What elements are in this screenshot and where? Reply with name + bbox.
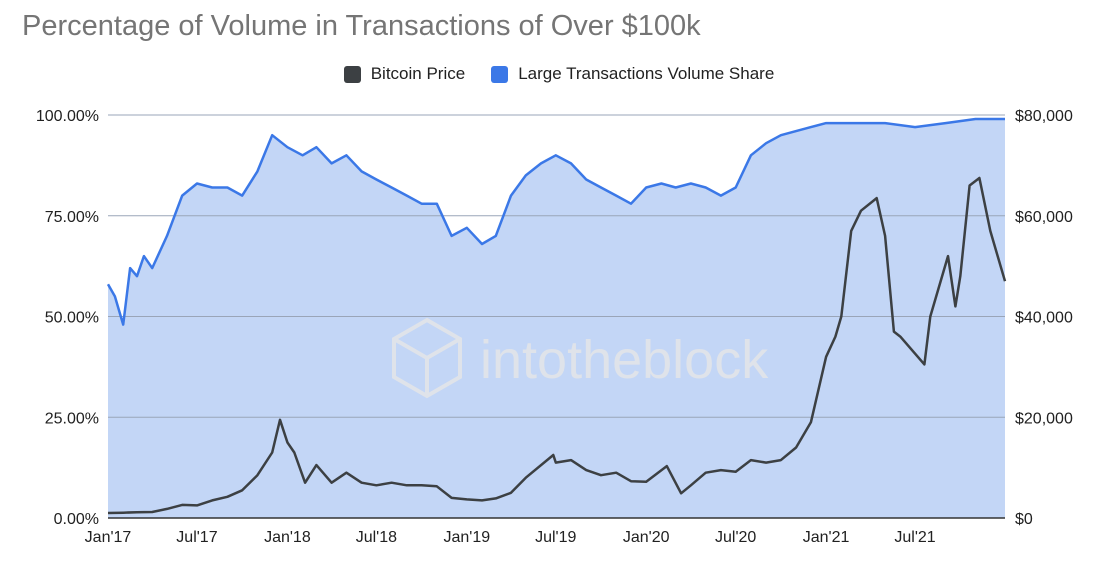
x-tick-label: Jul'19: [535, 529, 576, 546]
x-tick-label: Jul'17: [176, 529, 217, 546]
area-layer: [108, 119, 1005, 518]
line-layer: [106, 117, 1007, 515]
y-right-tick-label: $0: [1015, 511, 1033, 528]
legend-swatch-bitcoin-price: [343, 65, 361, 83]
legend-item-large-transactions[interactable]: Large Transactions Volume Share: [491, 64, 774, 84]
legend-swatch-large-transactions: [491, 65, 509, 83]
axis-layer: 0.00% 25.00% 50.00% 75.00% 100.00% $0 $20,000 $…: [36, 108, 1073, 546]
x-tick-label: Jul'21: [894, 529, 935, 546]
y-right-tick-label: $60,000: [1015, 209, 1073, 226]
x-tick-label: Jul'18: [356, 529, 397, 546]
volume-share-area: [108, 119, 1005, 518]
legend-item-bitcoin-price[interactable]: Bitcoin Price: [343, 64, 466, 84]
x-tick-label: Jan'17: [85, 529, 132, 546]
x-tick-label: Jan'18: [264, 529, 311, 546]
x-tick-label: Jan'20: [623, 529, 670, 546]
y-left-tick-label: 50.00%: [45, 310, 99, 327]
y-right-tick-label: $20,000: [1015, 410, 1073, 427]
y-left-tick-label: 0.00%: [54, 511, 99, 528]
x-tick-label: Jan'21: [803, 529, 850, 546]
y-right-tick-label: $40,000: [1015, 310, 1073, 327]
legend-label-bitcoin-price: Bitcoin Price: [370, 64, 466, 83]
volume-share-line: [106, 117, 1005, 326]
watermark-text: intotheblock: [480, 330, 769, 390]
y-left-tick-label: 100.00%: [36, 108, 99, 125]
chart-title: Percentage of Volume in Transactions of …: [22, 10, 701, 42]
x-tick-label: Jul'20: [715, 529, 756, 546]
watermark-cube-icon: [392, 317, 462, 399]
chart-legend: Bitcoin Price Large Transactions Volume …: [0, 64, 1118, 84]
legend-label-large-transactions: Large Transactions Volume Share: [518, 64, 775, 83]
grid-layer: [108, 114, 1005, 418]
y-left-tick-label: 75.00%: [45, 209, 99, 226]
y-right-tick-label: $80,000: [1015, 108, 1073, 125]
watermark: intotheblock: [392, 317, 769, 399]
x-tick-label: Jan'19: [443, 529, 490, 546]
bitcoin-price-line: [107, 176, 1007, 515]
y-left-tick-label: 25.00%: [45, 410, 99, 427]
